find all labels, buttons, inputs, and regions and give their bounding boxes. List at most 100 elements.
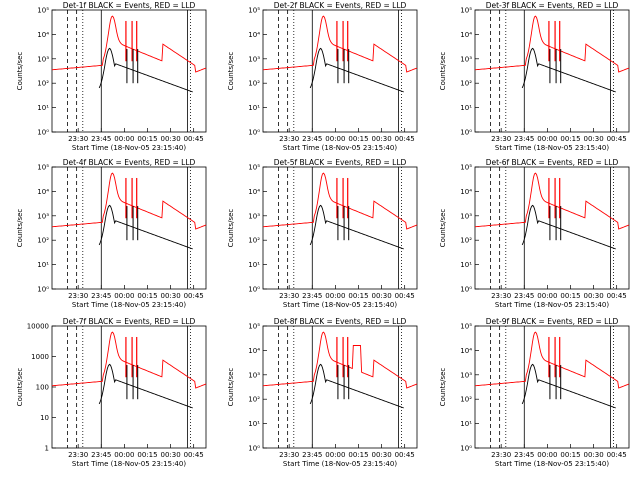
x-axis-label: Start Time (18-Nov-05 23:15:40) <box>72 460 186 468</box>
y-tick-label: 10⁰ <box>248 445 260 453</box>
x-tick-label: 00:00 <box>325 292 345 300</box>
series-events-line <box>521 204 616 250</box>
chart-panel-9: Det-9f BLACK = Events, RED = LLD 10⁰ 10¹ 10… <box>439 317 630 468</box>
y-tick-label: 10¹ <box>248 420 260 428</box>
y-tick-label: 10³ <box>248 212 260 220</box>
x-tick-label: 23:30 <box>279 451 299 459</box>
x-tick-label: 23:45 <box>302 451 322 459</box>
y-tick-label: 10² <box>248 237 260 245</box>
y-tick-label: 10¹ <box>37 261 49 269</box>
y-tick-label: 10⁴ <box>460 188 472 196</box>
plot-frame <box>474 325 630 449</box>
y-tick-label: 10⁴ <box>248 31 260 39</box>
x-axis-label: Start Time (18-Nov-05 23:15:40) <box>283 144 397 152</box>
x-tick-label: 00:00 <box>537 292 557 300</box>
x-tick-label: 00:30 <box>371 135 391 143</box>
series-events-line <box>309 363 404 409</box>
y-tick-label: 10000 <box>27 323 49 331</box>
x-tick-label: 00:30 <box>371 451 391 459</box>
panel-title: Det-5f BLACK = Events, RED = LLD <box>274 158 407 167</box>
chart-panel-5: Det-5f BLACK = Events, RED = LLD 10⁰ 10¹ 10… <box>227 158 418 309</box>
y-tick-label: 10² <box>460 237 472 245</box>
y-axis-label: Counts/sec <box>16 368 24 407</box>
y-tick-label: 10² <box>248 80 260 88</box>
chart-panel-1: Det-1f BLACK = Events, RED = LLD 10⁰ 10¹ 10… <box>16 1 207 152</box>
x-tick-label: 00:45 <box>607 451 627 459</box>
y-tick-label: 10¹ <box>460 420 472 428</box>
series-lld-line <box>262 15 418 73</box>
x-tick-label: 00:30 <box>371 292 391 300</box>
panel-title: Det-6f BLACK = Events, RED = LLD <box>486 158 619 167</box>
y-tick-label: 10⁰ <box>37 129 49 137</box>
y-tick-label: 10⁴ <box>460 347 472 355</box>
y-tick-label: 10² <box>460 80 472 88</box>
y-tick-label: 10⁵ <box>460 323 472 331</box>
x-axis-label: Start Time (18-Nov-05 23:15:40) <box>72 144 186 152</box>
x-tick-label: 23:30 <box>68 292 88 300</box>
y-tick-label: 10⁴ <box>248 188 260 196</box>
x-tick-label: 23:45 <box>91 292 111 300</box>
series-lld-line <box>262 172 418 230</box>
y-tick-label: 10⁰ <box>460 129 472 137</box>
y-tick-label: 1000 <box>31 353 49 361</box>
x-tick-label: 00:00 <box>114 292 134 300</box>
y-tick-label: 10³ <box>248 371 260 379</box>
x-tick-label: 23:30 <box>68 451 88 459</box>
x-tick-label: 00:15 <box>560 292 580 300</box>
plot-frame <box>51 9 207 133</box>
x-tick-label: 00:45 <box>184 451 204 459</box>
y-tick-label: 10¹ <box>248 104 260 112</box>
x-tick-label: 00:45 <box>395 292 415 300</box>
plot-frame <box>262 325 418 449</box>
y-axis-label: Counts/sec <box>439 209 447 248</box>
series-lld-line <box>474 331 630 389</box>
panel-title: Det-4f BLACK = Events, RED = LLD <box>63 158 196 167</box>
y-tick-label: 10³ <box>460 55 472 63</box>
x-tick-label: 00:45 <box>184 292 204 300</box>
series-events-line <box>309 204 404 250</box>
series-lld-line <box>474 15 630 73</box>
y-tick-label: 10⁵ <box>37 164 49 172</box>
plot-frame <box>474 9 630 133</box>
series-events-line <box>521 363 616 409</box>
y-tick-label: 10⁰ <box>460 445 472 453</box>
y-tick-label: 10⁵ <box>248 164 260 172</box>
y-tick-label: 10⁰ <box>460 286 472 294</box>
y-axis-label: Counts/sec <box>227 368 235 407</box>
y-axis-label: Counts/sec <box>439 368 447 407</box>
panel-title: Det-8f BLACK = Events, RED = LLD <box>274 317 407 326</box>
y-axis-label: Counts/sec <box>16 209 24 248</box>
y-tick-label: 10³ <box>37 55 49 63</box>
y-axis-label: Counts/sec <box>227 52 235 91</box>
x-tick-label: 00:30 <box>583 135 603 143</box>
x-tick-label: 23:45 <box>302 292 322 300</box>
panel-title: Det-7f BLACK = Events, RED = LLD <box>63 317 196 326</box>
x-tick-label: 23:45 <box>514 451 534 459</box>
chart-panel-6: Det-6f BLACK = Events, RED = LLD 10⁰ 10¹ 10… <box>439 158 630 309</box>
series-events-line <box>98 363 193 409</box>
chart-panel-7: Det-7f BLACK = Events, RED = LLD 1 10 100 10… <box>16 317 207 468</box>
y-tick-label: 10¹ <box>248 261 260 269</box>
chart-panel-2: Det-2f BLACK = Events, RED = LLD 10⁰ 10¹ 10… <box>227 1 418 152</box>
x-tick-label: 23:45 <box>91 135 111 143</box>
y-tick-label: 10³ <box>37 212 49 220</box>
x-tick-label: 00:15 <box>137 292 157 300</box>
panel-title: Det-3f BLACK = Events, RED = LLD <box>486 1 619 10</box>
panel-title: Det-2f BLACK = Events, RED = LLD <box>274 1 407 10</box>
series-lld-line <box>51 331 207 389</box>
panel-title: Det-1f BLACK = Events, RED = LLD <box>63 1 196 10</box>
plot-frame <box>474 166 630 290</box>
plot-frame <box>262 166 418 290</box>
chart-panel-4: Det-4f BLACK = Events, RED = LLD 10⁰ 10¹ 10… <box>16 158 207 309</box>
x-tick-label: 23:30 <box>491 451 511 459</box>
x-tick-label: 00:45 <box>395 451 415 459</box>
y-tick-label: 1 <box>45 445 49 453</box>
x-axis-label: Start Time (18-Nov-05 23:15:40) <box>495 144 609 152</box>
x-axis-label: Start Time (18-Nov-05 23:15:40) <box>283 460 397 468</box>
y-tick-label: 10² <box>248 396 260 404</box>
series-lld-line <box>51 15 207 73</box>
y-tick-label: 10⁵ <box>460 7 472 15</box>
x-tick-label: 00:30 <box>160 451 180 459</box>
x-tick-label: 00:15 <box>348 292 368 300</box>
